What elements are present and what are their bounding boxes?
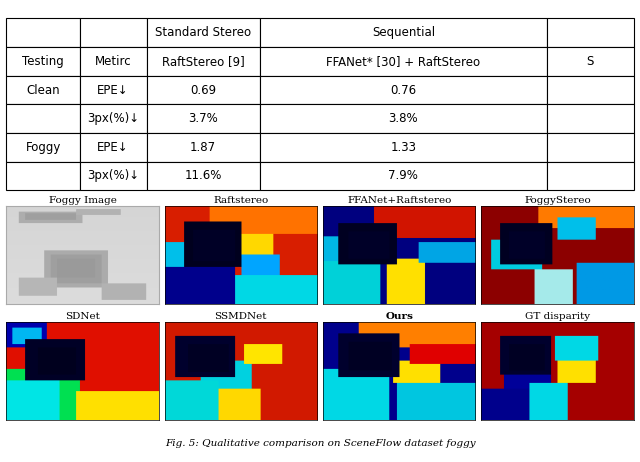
Title: FFANet+Raftstereo: FFANet+Raftstereo: [347, 196, 451, 205]
Title: Foggy Image: Foggy Image: [49, 196, 116, 205]
Title: SSMDNet: SSMDNet: [214, 312, 267, 321]
Title: Raftstereo: Raftstereo: [213, 196, 268, 205]
Text: Fig. 5: Qualitative comparison on SceneFlow dataset foggy: Fig. 5: Qualitative comparison on SceneF…: [164, 439, 476, 448]
Title: GT disparity: GT disparity: [525, 312, 590, 321]
Title: FoggyStereo: FoggyStereo: [524, 196, 591, 205]
Title: SDNet: SDNet: [65, 312, 100, 321]
Title: Ours: Ours: [385, 312, 413, 321]
